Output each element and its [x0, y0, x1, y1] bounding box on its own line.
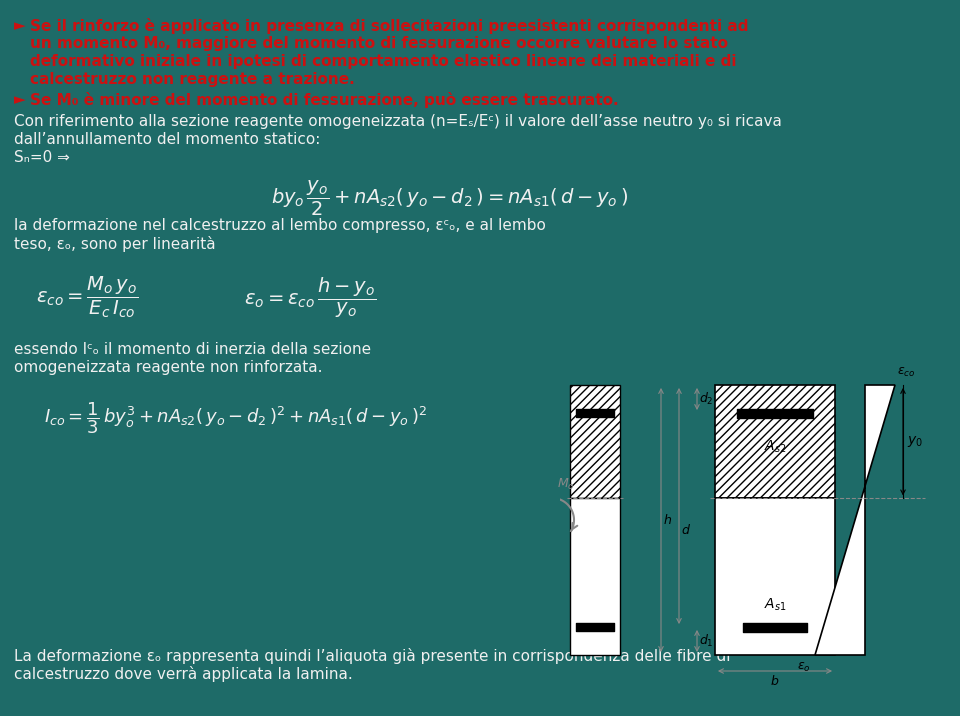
Bar	[715, 498, 835, 655]
Bar	[570, 498, 620, 655]
Text: $M_o$: $M_o$	[557, 477, 575, 492]
Bar	[715, 385, 835, 498]
Text: $h$: $h$	[663, 513, 672, 527]
Text: $d$: $d$	[681, 523, 691, 537]
Text: la deformazione nel calcestruzzo al lembo compresso, εᶜₒ, e al lembo: la deformazione nel calcestruzzo al lemb…	[14, 218, 546, 233]
Polygon shape	[815, 385, 895, 655]
Text: essendo Iᶜₒ il momento di inerzia della sezione: essendo Iᶜₒ il momento di inerzia della …	[14, 342, 372, 357]
Text: Se il rinforzo è applicato in presenza di sollecitazioni preesistenti corrispond: Se il rinforzo è applicato in presenza d…	[30, 18, 749, 34]
Text: La deformazione εₒ rappresenta quindi l’aliquota già presente in corrispondenza : La deformazione εₒ rappresenta quindi l’…	[14, 648, 731, 664]
Text: $y_0$: $y_0$	[907, 434, 924, 449]
Text: $I_{co} = \dfrac{1}{3}\,by_o^3 + nA_{s2}(\,y_o - d_2\,)^2 + nA_{s1}(\,d - y_o\,): $I_{co} = \dfrac{1}{3}\,by_o^3 + nA_{s2}…	[44, 401, 427, 436]
Text: omogeneizzata reagente non rinforzata.: omogeneizzata reagente non rinforzata.	[14, 360, 323, 375]
Text: $d_2$: $d_2$	[699, 391, 713, 407]
Text: deformativo iniziale in ipotesi di comportamento elastico lineare dei materiali : deformativo iniziale in ipotesi di compo…	[30, 54, 736, 69]
Text: Sₙ=0 ⇒: Sₙ=0 ⇒	[14, 150, 70, 165]
Text: $b$: $b$	[770, 674, 780, 688]
Text: $\varepsilon_o = \varepsilon_{co}\,\dfrac{h - y_o}{y_o}$: $\varepsilon_o = \varepsilon_{co}\,\dfra…	[244, 276, 376, 320]
Text: $\varepsilon_{co} = \dfrac{M_o\,y_o}{E_c\,I_{co}}$: $\varepsilon_{co} = \dfrac{M_o\,y_o}{E_c…	[36, 275, 138, 321]
Text: calcestruzzo non reagente a trazione.: calcestruzzo non reagente a trazione.	[30, 72, 355, 87]
Text: $A_{s1}$: $A_{s1}$	[764, 597, 786, 613]
Text: un momento M₀, maggiore del momento di fessurazione occorre valutare lo stato: un momento M₀, maggiore del momento di f…	[30, 36, 728, 51]
Text: Con riferimento alla sezione reagente omogeneizzata (n=Eₛ/Eᶜ) il valore dell’ass: Con riferimento alla sezione reagente om…	[14, 114, 781, 129]
Text: Se M₀ è minore del momento di fessurazione, può essere trascurato.: Se M₀ è minore del momento di fessurazio…	[30, 92, 618, 108]
Text: teso, εₒ, sono per linearità: teso, εₒ, sono per linearità	[14, 236, 216, 252]
Text: dall’annullamento del momento statico:: dall’annullamento del momento statico:	[14, 132, 321, 147]
Text: $\varepsilon_{co}$: $\varepsilon_{co}$	[897, 366, 916, 379]
Text: ►: ►	[14, 18, 26, 33]
Text: $\varepsilon_o$: $\varepsilon_o$	[798, 661, 811, 674]
Text: ►: ►	[14, 92, 26, 107]
Text: calcestruzzo dove verrà applicata la lamina.: calcestruzzo dove verrà applicata la lam…	[14, 666, 352, 682]
Text: $A_{s2}$: $A_{s2}$	[764, 439, 786, 455]
Text: $d_1$: $d_1$	[699, 633, 713, 649]
Text: $by_o\,\dfrac{y_o}{2} + nA_{s2}(\,y_o - d_2\,) = nA_{s1}(\,d - y_o\,)$: $by_o\,\dfrac{y_o}{2} + nA_{s2}(\,y_o - …	[271, 179, 628, 218]
Bar	[570, 385, 620, 498]
